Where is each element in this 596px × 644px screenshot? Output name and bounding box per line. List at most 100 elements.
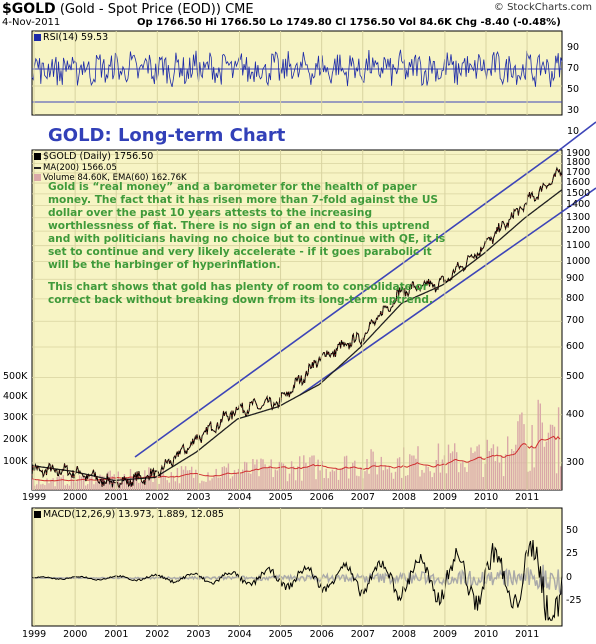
volume-bar [123, 474, 126, 490]
ma-legend-swatch [34, 166, 41, 169]
volume-bar [180, 466, 183, 490]
volume-bar [303, 455, 305, 490]
volume-bar [36, 484, 38, 490]
volume-bar [254, 464, 256, 490]
volume-bar [50, 479, 52, 490]
volume-bar [211, 478, 213, 490]
volume-bar [437, 443, 440, 490]
volume-bar [496, 446, 499, 490]
year-grid [33, 31, 528, 626]
volume-bar [529, 470, 531, 490]
macd-tick-label: -25 [566, 595, 582, 606]
volume-bar [398, 457, 401, 490]
volume-bar [380, 456, 382, 490]
price-series-down [31, 167, 563, 488]
volume-bar [545, 441, 548, 490]
price-tick-label: 1400 [566, 199, 591, 211]
volume-bar [85, 485, 87, 490]
volume-bar [176, 468, 179, 490]
symbol-description: (Gold - Spot Price (EOD)) [59, 2, 221, 17]
volume-bar [517, 421, 519, 490]
volume-bar [423, 472, 425, 490]
volume-bar [172, 475, 175, 490]
volume-bar [292, 466, 295, 490]
volume-bar [537, 399, 539, 490]
volume-bar [413, 455, 415, 490]
volume-bar [339, 468, 342, 490]
volume-bar [262, 459, 264, 490]
volume-bar [266, 467, 268, 490]
ma200-series [31, 189, 563, 482]
volume-bar [315, 479, 317, 490]
volume-bar [486, 439, 488, 490]
price-legend-swatch [34, 153, 41, 160]
price-tick-label: 1800 [566, 157, 591, 169]
volume-bar [256, 459, 258, 490]
volume-bar [327, 478, 329, 490]
x-tick-label: 2004 [227, 629, 252, 640]
price-tick-label: 1200 [566, 225, 591, 237]
volume-bar [439, 472, 442, 490]
volume-bar [325, 468, 327, 490]
upper-trend-extension [561, 121, 596, 149]
volume-bar [231, 476, 234, 490]
volume-tick-label: 200K [3, 434, 28, 445]
macd-line [31, 539, 563, 621]
volume-ema-line [31, 435, 561, 482]
x-tick-label: 2006 [309, 492, 334, 503]
volume-bar [62, 475, 64, 490]
volume-bar [223, 466, 225, 490]
x-tick-label: 2000 [63, 492, 88, 503]
chart-header: $GOLD (Gold - Spot Price (EOD)) CME [2, 1, 254, 17]
price-tick-label: 1500 [566, 187, 591, 199]
volume-bar [454, 443, 456, 490]
volume-bar [160, 474, 162, 490]
volume-bar [331, 469, 334, 490]
volume-bar [207, 472, 209, 490]
volume-bar [280, 462, 283, 490]
volume-bar [350, 466, 352, 490]
volume-tick-label: 500K [3, 371, 28, 382]
price-tick-label: 1300 [566, 211, 591, 223]
volume-bar [199, 483, 201, 490]
volume-bar [456, 452, 458, 490]
volume-bar [301, 480, 303, 490]
volume-bar [197, 473, 199, 490]
volume-bar [133, 475, 136, 490]
volume-bar [460, 463, 462, 490]
volume-bar [164, 476, 166, 490]
volume-bar [309, 457, 311, 490]
volume-bar [388, 466, 391, 490]
volume-bar [150, 475, 152, 490]
price-tick-label: 300 [566, 456, 585, 468]
rsi-legend-swatch [34, 34, 41, 41]
volume-bar [502, 476, 505, 490]
volume-bar [152, 482, 154, 490]
volume-bar [321, 460, 323, 490]
volume-bar [109, 470, 111, 490]
volume-bar [248, 472, 250, 490]
volume-bar [186, 470, 189, 490]
volume-bar [356, 475, 358, 490]
volume-bar [140, 481, 142, 490]
volume-bar [272, 477, 274, 490]
price-tick-label: 800 [566, 292, 585, 304]
volume-bar [553, 426, 556, 490]
x-tick-label: 2003 [186, 629, 211, 640]
price-panel [31, 149, 563, 491]
volume-bar [511, 449, 513, 490]
price-tick-label: 1700 [566, 166, 591, 178]
volume-bar [290, 461, 293, 490]
volume-bar [374, 461, 376, 490]
volume-bar [348, 478, 350, 490]
volume-bar [166, 480, 168, 490]
volume-bar [95, 481, 97, 490]
volume-bar [498, 462, 501, 490]
volume-bar [449, 453, 452, 490]
x-tick-label: 2003 [186, 492, 211, 503]
volume-bar [72, 480, 75, 490]
volume-bar [191, 466, 193, 490]
volume-bar [521, 412, 523, 490]
volume-bar [93, 484, 95, 490]
volume-bar [368, 473, 370, 490]
